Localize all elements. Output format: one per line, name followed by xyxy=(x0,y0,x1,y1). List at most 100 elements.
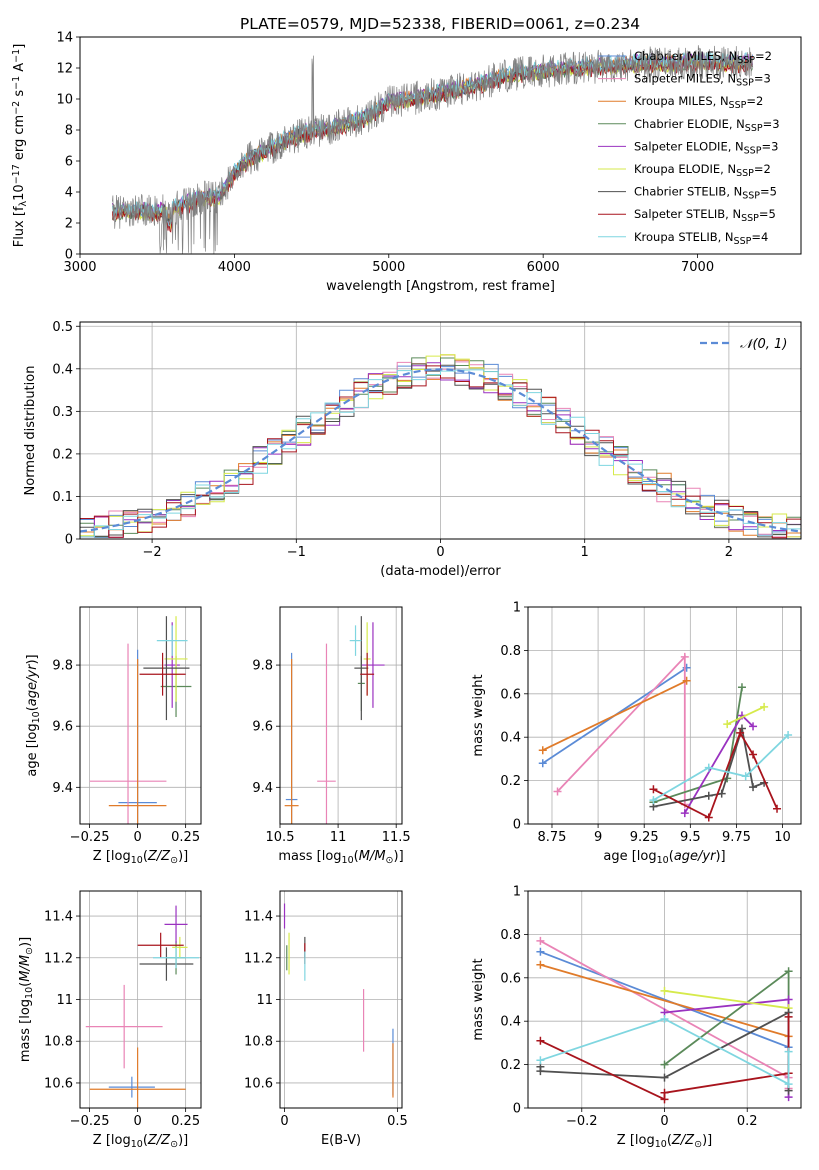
x-tick-label: 5000 xyxy=(372,260,405,275)
label-part: )] xyxy=(178,849,188,864)
label-part: 10 xyxy=(655,1139,667,1150)
legend-label: Salpeter ELODIE, NSSP=3 xyxy=(634,139,778,156)
x-tick-label: 6000 xyxy=(527,260,560,275)
label-part: ⊙ xyxy=(694,1139,702,1150)
weight-line xyxy=(652,734,789,801)
label-part: Chabrier MILES, N xyxy=(634,49,737,63)
x-tick-label: 2 xyxy=(725,545,733,560)
axes-frame xyxy=(527,890,802,1109)
label-part: −1 xyxy=(11,49,22,63)
weight-line xyxy=(540,950,789,1049)
y-tick-label: 10.8 xyxy=(44,1035,73,1050)
label-part: )] xyxy=(702,1133,712,1148)
y-tick-label: 0.8 xyxy=(500,928,521,943)
x-tick-label: 0 xyxy=(133,1114,141,1129)
axes-frame xyxy=(79,321,802,540)
label-part: ⊙ xyxy=(24,947,35,955)
y-tick-label: 11.4 xyxy=(244,910,273,925)
weight-line xyxy=(540,1018,790,1086)
axes-frame xyxy=(279,606,403,825)
y-tick-label: 0.4 xyxy=(52,362,73,377)
x-tick-label: −2 xyxy=(143,545,162,560)
weight-marker xyxy=(649,785,658,794)
label-part: Z [log xyxy=(93,1133,131,1148)
y-tick-label: 0.5 xyxy=(52,320,73,335)
x-tick-label: 7000 xyxy=(681,260,714,275)
label-part: s xyxy=(12,90,27,101)
x-tick-label: 4000 xyxy=(218,260,251,275)
weight-marker xyxy=(749,783,758,792)
axes-frame xyxy=(527,606,802,825)
y-tick-label: 14 xyxy=(56,31,73,46)
weight-marker xyxy=(660,1015,669,1024)
label-part: M/M xyxy=(18,955,33,982)
weight-marker xyxy=(737,724,746,733)
label-part: SSP xyxy=(737,55,755,66)
y-tick-label: 11.2 xyxy=(44,951,73,966)
y-tick-label: 11.2 xyxy=(244,951,273,966)
y-tick-label: 10.6 xyxy=(44,1076,73,1091)
label-part: 10 xyxy=(12,184,27,201)
legend-label: Kroupa MILES, NSSP=2 xyxy=(634,94,763,111)
y-tick-label: 0 xyxy=(513,818,521,833)
label-part: ( xyxy=(669,849,674,864)
y-tick-label: 11.4 xyxy=(44,910,73,925)
weight-marker xyxy=(704,763,713,772)
label-part: Kroupa STELIB, N xyxy=(634,230,734,244)
x-tick-label: 0.2 xyxy=(737,1114,758,1129)
label-part: =5 xyxy=(759,207,776,221)
weight-marker xyxy=(682,676,691,685)
weight-marker xyxy=(737,683,746,692)
label-part: )] xyxy=(178,1133,188,1148)
label-part: λ xyxy=(18,200,29,206)
y-tick-label: 9.6 xyxy=(252,720,273,735)
label-part: 10 xyxy=(657,855,669,866)
y-tick-label: 4 xyxy=(65,186,73,201)
label-part: SSP xyxy=(729,100,747,111)
y-tick-label: 0 xyxy=(65,248,73,263)
histogram-step-line xyxy=(80,369,801,538)
x-tick-label: 9.25 xyxy=(630,830,659,845)
label-part: =3 xyxy=(754,72,771,86)
axes-weight-vs-Z: −0.2 0 0.2 0 0.2 0.4 0.6 0.8 1 Z [log10(Z/Z⊙)] mas… xyxy=(471,885,802,1150)
y-axis-label: Flux [fλ10−17 erg cm−2 s−1 A−1] xyxy=(11,44,29,248)
x-axis-label: (data-model)/error xyxy=(380,564,501,579)
label-part: −1 xyxy=(11,76,22,90)
x-tick-label: 0.25 xyxy=(171,830,200,845)
x-tick-label: −0.25 xyxy=(70,1114,110,1129)
label-part: Z/Z xyxy=(147,849,171,864)
x-tick-label: 9.75 xyxy=(722,830,751,845)
x-axis-label: Z [log10(Z/Z⊙)] xyxy=(617,1133,712,1150)
legend-label: Chabrier ELODIE, NSSP=3 xyxy=(634,117,780,134)
weight-line xyxy=(664,989,789,1010)
y-tick-label: 0.6 xyxy=(500,971,521,986)
label-part: ⊙ xyxy=(170,1139,178,1150)
y-tick-label: 2 xyxy=(65,217,73,232)
weight-marker xyxy=(736,728,745,737)
label-part: 10 xyxy=(342,855,354,866)
weight-marker xyxy=(536,947,545,956)
y-tick-label: 0.2 xyxy=(500,1058,521,1073)
y-tick-label: 0.2 xyxy=(500,774,521,789)
label-part: Kroupa ELODIE, N xyxy=(634,162,736,176)
weight-marker xyxy=(649,796,658,805)
y-tick-label: 0.4 xyxy=(500,731,521,746)
axes-mass-vs-ebv: 0 0.5 10.6 10.8 11 11.2 11.4 E(B-V) xyxy=(244,890,408,1148)
label-part: =2 xyxy=(755,49,772,63)
axes-age-vs-Z: −0.25 0 0.259.49.69.8Z [log10(Z/Z⊙)]age [l… xyxy=(25,606,202,866)
label-part: E(B-V) xyxy=(321,1133,361,1148)
x-tick-label: 11.5 xyxy=(382,830,411,845)
axes-frame xyxy=(279,890,403,1109)
label-part: ⊙ xyxy=(386,855,394,866)
weight-marker xyxy=(784,995,793,1004)
label-part: 10 xyxy=(31,711,42,723)
y-tick-label: 1 xyxy=(513,885,521,900)
x-tick-label: 1 xyxy=(581,545,589,560)
x-tick-label: 0.5 xyxy=(387,1114,408,1129)
weight-line xyxy=(726,705,765,726)
weight-line xyxy=(540,963,789,1038)
x-tick-label: −0.2 xyxy=(566,1114,598,1129)
label-part: SSP xyxy=(745,122,763,133)
